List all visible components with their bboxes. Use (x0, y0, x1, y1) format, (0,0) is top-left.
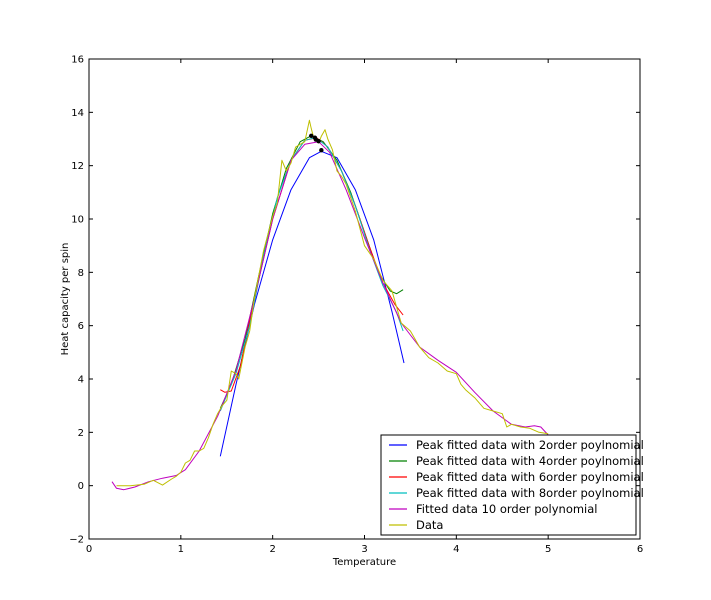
x-tick-label: 6 (637, 544, 643, 555)
y-tick-label: 16 (71, 55, 84, 66)
y-tick-label: 0 (78, 481, 84, 492)
x-tick-label: 4 (453, 544, 459, 555)
legend-label: Fitted data 10 order polynomial (416, 502, 598, 516)
y-tick-label: 10 (71, 215, 84, 226)
peak-marker (312, 135, 318, 140)
series-layer (111, 119, 549, 491)
peak-marker (316, 138, 321, 144)
x-axis-label: Temperature (332, 557, 396, 568)
legend-label: Peak fitted data with 8order poylnomial (416, 486, 644, 500)
y-tick-label: −2 (69, 535, 84, 546)
x-tick-label: 1 (178, 544, 184, 555)
legend: Peak fitted data with 2order poylnomial P… (380, 434, 644, 536)
y-tick-label: 14 (71, 108, 84, 119)
x-tick-label: 0 (86, 544, 92, 555)
peak-marker (319, 148, 324, 153)
x-tick-label: 5 (545, 544, 551, 555)
y-tick-label: 4 (78, 375, 84, 386)
peak-marker (309, 133, 314, 138)
legend-label: Peak fitted data with 4order poylnomial (416, 454, 644, 468)
x-tick-label: 2 (269, 544, 275, 555)
series-line-data (116, 119, 549, 487)
y-tick-label: 8 (78, 268, 84, 279)
legend-label: Peak fitted data with 2order poylnomial (416, 438, 644, 452)
legend-label: Peak fitted data with 6order poylnomial (416, 470, 644, 484)
y-axis-label: Heat capacity per spin (60, 243, 71, 356)
y-tick-label: 6 (78, 321, 84, 332)
y-tick-label: 2 (78, 428, 84, 439)
legend-frame (380, 434, 637, 536)
peak-marker-layer (309, 133, 324, 153)
x-tick-label: 3 (361, 544, 367, 555)
legend-label: Data (416, 518, 443, 532)
y-tick-label: 12 (71, 161, 84, 172)
